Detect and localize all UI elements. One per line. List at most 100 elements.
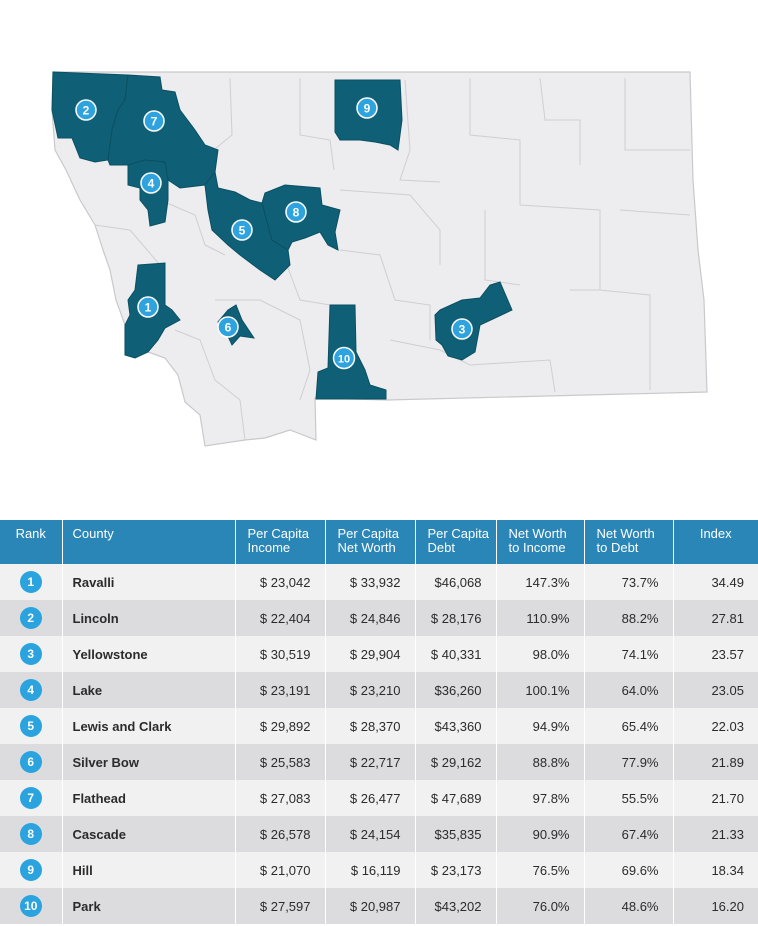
cell-rank: 8: [0, 816, 63, 852]
table-row: 9 Hill $ 21,070 $ 16,119 $ 23,173 76.5% 69.6% 1…: [0, 852, 758, 888]
rank-badge: 9: [19, 859, 42, 881]
cell-per-capita-debt: $35,835: [415, 816, 497, 852]
cell-per-capita-income: $ 22,404: [235, 600, 326, 636]
cell-index: 23.05: [673, 672, 758, 708]
rank-badge: 2: [19, 607, 42, 629]
rank-badge: 10: [19, 895, 42, 917]
cell-county: Hill: [62, 852, 236, 888]
header-index: Index: [673, 520, 758, 564]
cell-rank: 2: [0, 600, 63, 636]
rank-badge: 4: [19, 679, 42, 701]
cell-per-capita-net-worth: $ 24,846: [325, 600, 416, 636]
cell-net-worth-to-debt: 65.4%: [584, 708, 674, 744]
cell-net-worth-to-debt: 74.1%: [584, 636, 674, 672]
rank-badge: 5: [19, 715, 42, 737]
county-borders: [94, 77, 691, 441]
cell-net-worth-to-debt: 64.0%: [584, 672, 674, 708]
table-row: 8 Cascade $ 26,578 $ 24,154 $35,835 90.9% 67.4…: [0, 816, 758, 852]
cell-per-capita-net-worth: $ 22,717: [325, 744, 416, 780]
cell-net-worth-to-income: 88.8%: [496, 744, 585, 780]
cell-net-worth-to-income: 76.5%: [496, 852, 585, 888]
map-marker-4: 4: [140, 172, 162, 194]
svg-text:8: 8: [293, 206, 300, 220]
header-per-capita-net-worth: Per Capita Net Worth: [325, 520, 416, 564]
cell-per-capita-net-worth: $ 24,154: [325, 816, 416, 852]
map-marker-3: 3: [451, 318, 473, 340]
cell-county: Park: [62, 888, 236, 924]
cell-net-worth-to-debt: 77.9%: [584, 744, 674, 780]
rank-markers: 1 2 3 4 5 6 7 8 9 10: [75, 97, 473, 370]
header-net-worth-to-income: Net Worth to Income: [496, 520, 585, 564]
cell-per-capita-income: $ 23,042: [235, 564, 326, 600]
header-rank: Rank: [0, 520, 63, 564]
cell-county: Flathead: [62, 780, 236, 816]
cell-county: Yellowstone: [62, 636, 236, 672]
cell-per-capita-income: $ 26,578: [235, 816, 326, 852]
cell-per-capita-income: $ 27,597: [235, 888, 326, 924]
map-marker-7: 7: [143, 110, 165, 132]
svg-text:2: 2: [83, 104, 90, 118]
svg-text:9: 9: [364, 102, 371, 116]
cell-index: 21.33: [673, 816, 758, 852]
table-header-row: Rank County Per Capita Income Per Capita N…: [0, 520, 758, 564]
cell-county: Lincoln: [62, 600, 236, 636]
cell-index: 21.89: [673, 744, 758, 780]
cell-per-capita-net-worth: $ 33,932: [325, 564, 416, 600]
cell-net-worth-to-income: 98.0%: [496, 636, 585, 672]
table-row: 10 Park $ 27,597 $ 20,987 $43,202 76.0% 48.6% 1…: [0, 888, 758, 924]
table-row: 2 Lincoln $ 22,404 $ 24,846 $ 28,176 110.9% 88…: [0, 600, 758, 636]
map-marker-10: 10: [332, 346, 356, 370]
cell-per-capita-debt: $36,260: [415, 672, 497, 708]
cell-index: 22.03: [673, 708, 758, 744]
rank-badge: 3: [19, 643, 42, 665]
header-per-capita-income: Per Capita Income: [235, 520, 326, 564]
cell-county: Cascade: [62, 816, 236, 852]
table-row: 3 Yellowstone $ 30,519 $ 29,904 $ 40,331 98.0…: [0, 636, 758, 672]
cell-rank: 4: [0, 672, 63, 708]
map-marker-2: 2: [75, 99, 97, 121]
cell-per-capita-net-worth: $ 29,904: [325, 636, 416, 672]
cell-per-capita-debt: $ 40,331: [415, 636, 497, 672]
cell-per-capita-net-worth: $ 28,370: [325, 708, 416, 744]
svg-text:10: 10: [338, 354, 350, 366]
map-marker-9: 9: [356, 97, 378, 119]
cell-net-worth-to-debt: 48.6%: [584, 888, 674, 924]
cell-net-worth-to-income: 100.1%: [496, 672, 585, 708]
cell-per-capita-income: $ 29,892: [235, 708, 326, 744]
cell-rank: 10: [0, 888, 63, 924]
cell-per-capita-debt: $ 23,173: [415, 852, 497, 888]
table-row: 4 Lake $ 23,191 $ 23,210 $36,260 100.1% 64.0% 2…: [0, 672, 758, 708]
cell-net-worth-to-debt: 73.7%: [584, 564, 674, 600]
cell-per-capita-debt: $46,068: [415, 564, 497, 600]
cell-rank: 6: [0, 744, 63, 780]
cell-rank: 9: [0, 852, 63, 888]
map-marker-8: 8: [285, 201, 307, 223]
cell-index: 21.70: [673, 780, 758, 816]
rank-badge: 1: [19, 571, 42, 593]
cell-rank: 7: [0, 780, 63, 816]
county-ranking-table: Rank County Per Capita Income Per Capita N…: [0, 520, 758, 924]
cell-rank: 5: [0, 708, 63, 744]
cell-index: 27.81: [673, 600, 758, 636]
svg-text:6: 6: [225, 321, 232, 335]
svg-text:5: 5: [239, 224, 246, 238]
cell-index: 16.20: [673, 888, 758, 924]
cell-net-worth-to-income: 90.9%: [496, 816, 585, 852]
map-marker-5: 5: [231, 219, 253, 241]
cell-per-capita-debt: $43,360: [415, 708, 497, 744]
cell-per-capita-net-worth: $ 23,210: [325, 672, 416, 708]
cell-per-capita-net-worth: $ 16,119: [325, 852, 416, 888]
cell-per-capita-net-worth: $ 26,477: [325, 780, 416, 816]
cell-net-worth-to-debt: 69.6%: [584, 852, 674, 888]
cell-per-capita-debt: $ 28,176: [415, 600, 497, 636]
header-net-worth-to-debt: Net Worth to Debt: [584, 520, 674, 564]
cell-county: Lake: [62, 672, 236, 708]
table-row: 5 Lewis and Clark $ 29,892 $ 28,370 $43,360 9…: [0, 708, 758, 744]
cell-net-worth-to-debt: 55.5%: [584, 780, 674, 816]
map-marker-6: 6: [217, 316, 239, 338]
cell-per-capita-income: $ 23,191: [235, 672, 326, 708]
cell-net-worth-to-debt: 67.4%: [584, 816, 674, 852]
cell-net-worth-to-income: 97.8%: [496, 780, 585, 816]
map-marker-1: 1: [137, 296, 159, 318]
cell-rank: 3: [0, 636, 63, 672]
